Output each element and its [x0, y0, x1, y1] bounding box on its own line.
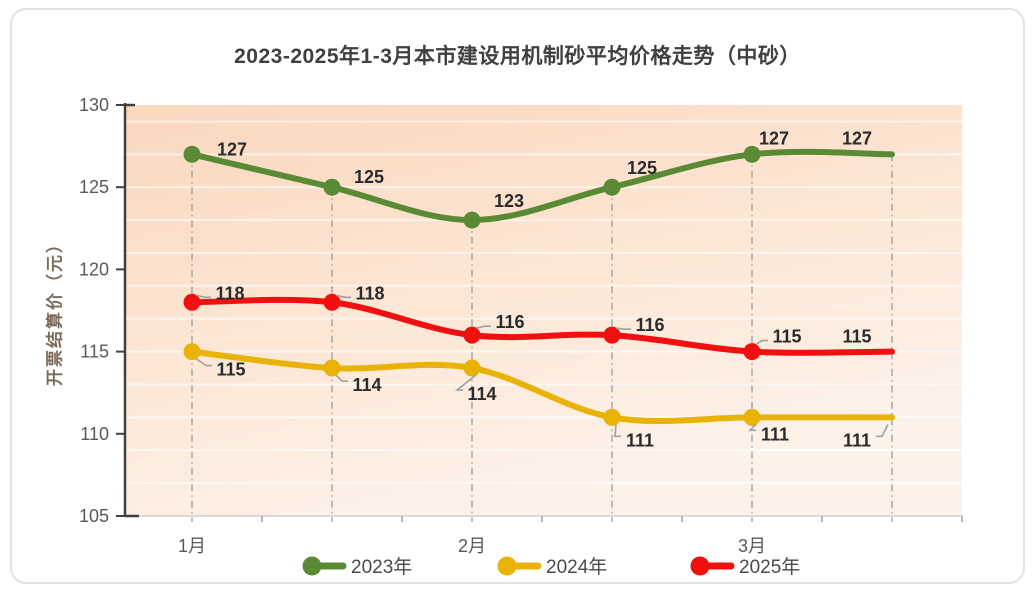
series-line-2024年: [189, 348, 895, 425]
legend-dot-icon: [302, 556, 322, 576]
data-point-marker[interactable]: [603, 408, 621, 426]
data-point-marker[interactable]: [743, 408, 761, 426]
data-point-marker[interactable]: [603, 326, 621, 344]
data-point-label: 125: [354, 167, 384, 187]
data-point-marker[interactable]: [743, 145, 761, 163]
series-line-2025年: [189, 296, 895, 356]
legend-item-2024年[interactable]: 2024年: [497, 556, 608, 578]
legend-label: 2024年: [546, 556, 607, 578]
y-tick-label: 105: [79, 506, 109, 526]
data-point-marker[interactable]: [183, 293, 201, 311]
label-leader-line: [755, 339, 768, 346]
data-point-label: 111: [626, 430, 654, 450]
x-tick-label: 2月: [458, 536, 486, 556]
y-tick-label: 130: [79, 95, 109, 115]
data-point-label: 111: [761, 424, 789, 444]
label-leader-line: [615, 327, 631, 330]
x-tick-label: 1月: [178, 536, 206, 556]
y-tick-label: 110: [80, 424, 109, 444]
y-axis-title: 开票结算价（元）: [45, 234, 65, 386]
data-point-marker[interactable]: [463, 359, 481, 377]
data-point-marker[interactable]: [183, 343, 201, 361]
chart-canvas: 105 110 115 120 125 130 1月 2月 3月 127 125 123 125 127 1…: [79, 95, 963, 578]
legend-dot-icon: [690, 556, 710, 576]
data-point-label: 127: [842, 128, 872, 148]
data-point-label: 111: [843, 430, 871, 450]
data-point-label: 114: [467, 384, 496, 404]
legend-label: 2023年: [351, 556, 412, 578]
legend-dot-icon: [497, 556, 517, 576]
label-leader-line: [195, 294, 211, 299]
data-point-label: 115: [772, 327, 801, 347]
label-leader-line: [748, 423, 757, 432]
data-point-marker[interactable]: [323, 359, 341, 377]
label-leader-line: [195, 357, 212, 367]
chart-card: 2023-2025年1-3月本市建设用机制砂平均价格走势（中砂） 开票结算价（元…: [10, 8, 1025, 584]
data-point-marker[interactable]: [603, 178, 621, 196]
data-point-marker[interactable]: [323, 293, 341, 311]
data-point-marker[interactable]: [463, 326, 481, 344]
data-point-label: 123: [494, 191, 524, 211]
data-point-marker[interactable]: [183, 145, 201, 163]
data-point-label: 118: [215, 283, 244, 303]
data-point-marker[interactable]: [323, 178, 341, 196]
data-point-label: 114: [352, 375, 381, 395]
label-leader-line: [454, 374, 477, 391]
x-tick-label: 3月: [738, 536, 766, 556]
data-point-marker[interactable]: [743, 343, 761, 361]
legend-label: 2025年: [739, 556, 800, 578]
data-point-marker[interactable]: [463, 211, 481, 229]
data-point-label: 116: [635, 315, 664, 335]
data-point-label: 127: [217, 139, 247, 159]
label-leader-line: [475, 325, 491, 329]
y-tick-label: 120: [79, 259, 109, 279]
legend-item-2025年[interactable]: 2025年: [690, 556, 801, 578]
y-tick-label: 115: [80, 342, 109, 362]
legend-item-2023年[interactable]: 2023年: [302, 556, 413, 578]
label-leader-line: [614, 424, 621, 438]
data-point-label: 127: [759, 128, 789, 148]
data-point-label: 115: [216, 360, 245, 380]
data-point-label: 125: [627, 158, 657, 178]
data-point-label: 118: [355, 283, 384, 303]
label-leader-line: [335, 294, 351, 299]
data-point-label: 116: [495, 312, 524, 332]
label-leader-line: [876, 424, 889, 438]
y-tick-label: 125: [79, 177, 109, 197]
series-line-2023年: [189, 148, 895, 224]
chart-title: 2023-2025年1-3月本市建设用机制砂平均价格走势（中砂）: [234, 45, 801, 68]
label-leader-line: [335, 374, 348, 382]
data-point-label: 115: [842, 327, 871, 347]
